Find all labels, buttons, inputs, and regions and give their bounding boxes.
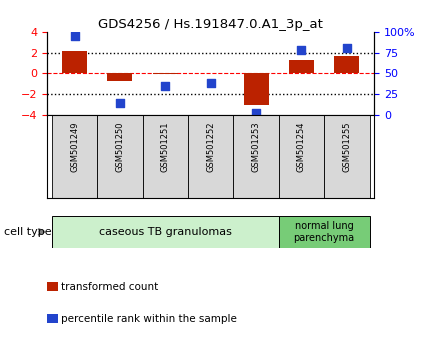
Point: [253, 110, 260, 115]
Bar: [62, 51, 87, 73]
Text: normal lung
parenchyma: normal lung parenchyma: [294, 221, 355, 243]
Text: GSM501254: GSM501254: [297, 122, 306, 172]
Point: [71, 33, 78, 39]
Bar: [279, 216, 369, 248]
Text: transformed count: transformed count: [61, 282, 159, 292]
Bar: [52, 216, 279, 248]
Title: GDS4256 / Hs.191847.0.A1_3p_at: GDS4256 / Hs.191847.0.A1_3p_at: [98, 18, 323, 31]
Bar: [289, 60, 314, 73]
Point: [117, 100, 123, 105]
Bar: [335, 56, 359, 73]
Bar: [324, 115, 369, 198]
Point: [207, 81, 214, 86]
Bar: [279, 115, 324, 198]
Text: percentile rank within the sample: percentile rank within the sample: [61, 314, 237, 324]
Bar: [188, 115, 233, 198]
Bar: [233, 115, 279, 198]
Text: GSM501249: GSM501249: [70, 122, 79, 172]
Bar: [153, 73, 178, 74]
Point: [344, 46, 350, 51]
Text: cell type: cell type: [4, 227, 52, 237]
Text: GSM501251: GSM501251: [161, 122, 170, 172]
Text: GSM501250: GSM501250: [115, 122, 124, 172]
Bar: [108, 73, 132, 81]
Text: GSM501255: GSM501255: [342, 122, 351, 172]
Text: GSM501253: GSM501253: [252, 122, 261, 172]
Point: [162, 83, 169, 89]
Point: [298, 47, 305, 53]
Bar: [143, 115, 188, 198]
Bar: [52, 115, 97, 198]
Bar: [244, 73, 269, 105]
Text: GSM501252: GSM501252: [206, 122, 215, 172]
Text: caseous TB granulomas: caseous TB granulomas: [99, 227, 232, 237]
Bar: [97, 115, 143, 198]
